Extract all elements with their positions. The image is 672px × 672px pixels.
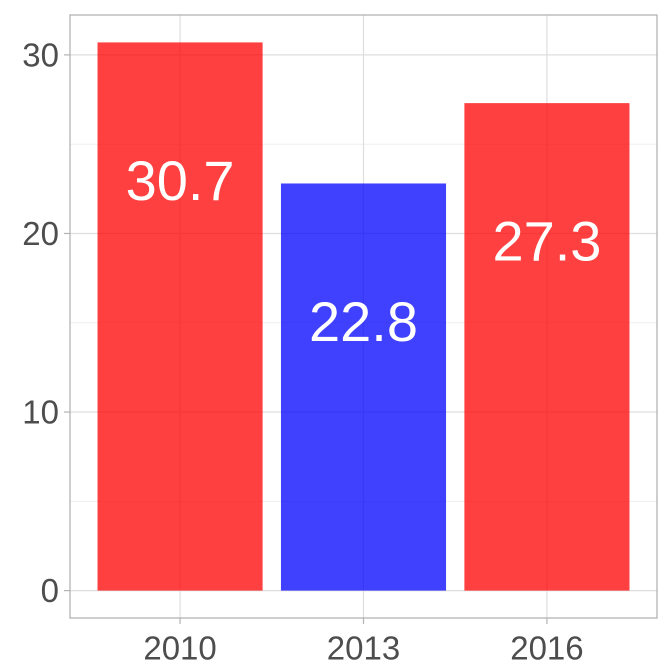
value-label-2016: 27.3 [492, 210, 601, 273]
value-label-2013: 22.8 [309, 290, 418, 353]
x-tick-label: 2010 [143, 630, 216, 667]
axis-ticks [64, 54, 548, 624]
value-labels: 30.7 22.8 27.3 [126, 149, 602, 353]
y-tick-label: 20 [22, 215, 59, 252]
y-tick-label: 0 [41, 572, 59, 609]
bars [97, 42, 630, 591]
y-tick-label: 30 [22, 36, 59, 73]
value-label-2010: 30.7 [126, 149, 235, 212]
x-tick-label: 2013 [327, 630, 400, 667]
x-tick-labels: 2010 2013 2016 [143, 630, 583, 667]
x-tick-label: 2016 [510, 630, 583, 667]
bar-2013 [280, 183, 447, 591]
y-tick-label: 10 [22, 394, 59, 431]
bar-2010 [97, 42, 263, 591]
y-tick-labels: 0 10 20 30 [22, 36, 59, 609]
bar-2016 [464, 103, 630, 591]
